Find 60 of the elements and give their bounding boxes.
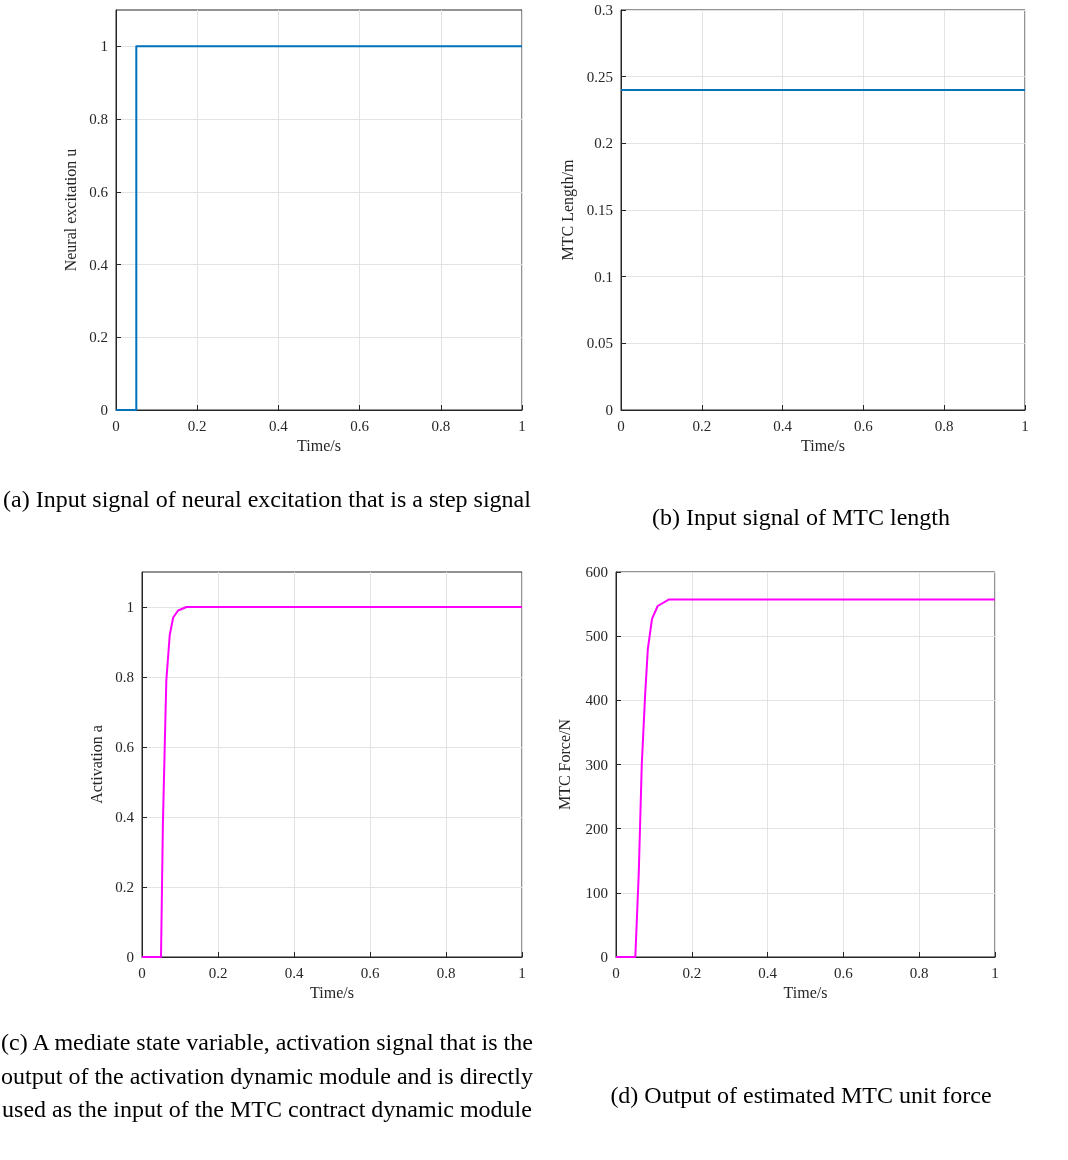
y-tick-label: 0.2: [594, 135, 613, 152]
y-axis-title: MTC Length/m: [559, 159, 578, 261]
y-tick-label: 0: [605, 402, 613, 418]
y-axis-title: Neural excitation u: [61, 148, 79, 272]
x-tick-label: 0.2: [682, 964, 702, 981]
x-tick-label: 0.4: [269, 417, 289, 434]
y-tick-label: 100: [585, 884, 608, 901]
y-tick-label: 0: [100, 402, 108, 418]
x-tick-label: 0: [138, 964, 146, 981]
y-tick-label: 0.05: [586, 335, 613, 352]
y-tick-label: 0.4: [115, 809, 135, 825]
text: (a) Input signal of neural excitation that is a step signal: [2, 485, 532, 514]
text: (c) A mediate state variable, activation signal that is the output of the activation dynamic module and is directly used as the input of the MTC contract dynamic module: [1, 1028, 533, 1124]
x-tick-label: 0.2: [692, 417, 712, 434]
y-tick-label: 500: [585, 628, 608, 645]
x-tick-label: 1: [518, 417, 526, 434]
x-tick-label: 0.6: [350, 417, 370, 434]
y-tick-label: 1: [126, 599, 134, 615]
y-tick-label: 200: [585, 820, 608, 837]
y-tick-label: 0.2: [115, 879, 134, 895]
y-tick-label: 600: [585, 564, 608, 580]
y-tick-label: 0.6: [89, 183, 109, 200]
x-tick-label: 1: [1021, 417, 1029, 434]
y-tick-label: 0.2: [89, 329, 108, 346]
x-tick-label: 0.2: [187, 417, 207, 434]
x-tick-label: 0.6: [834, 964, 854, 981]
y-tick-label: 0.8: [115, 669, 134, 685]
x-tick-label: 1: [991, 964, 999, 981]
x-tick-label: 1: [518, 964, 526, 981]
x-axis-title: Time/s: [801, 437, 845, 455]
y-tick-label: 300: [585, 756, 608, 773]
y-tick-label: 0.1: [594, 268, 613, 285]
y-tick-label: 1: [100, 38, 108, 55]
x-axis-title: Time/s: [310, 984, 354, 1002]
y-tick-label: 0.15: [586, 202, 613, 218]
x-tick-label: 0.8: [436, 964, 456, 981]
y-tick-label: 0: [126, 949, 134, 965]
x-tick-label: 0.8: [909, 964, 929, 981]
y-axis-title: MTC Force/N: [555, 718, 573, 811]
y-tick-label: 0.8: [89, 111, 108, 128]
x-axis-title: Time/s: [297, 437, 341, 455]
x-axis-title: Time/s: [783, 984, 828, 1002]
x-tick-label: 0.6: [360, 964, 380, 981]
x-tick-label: 0: [617, 417, 625, 434]
y-tick-label: 0: [600, 949, 608, 965]
x-tick-label: 0.4: [284, 964, 304, 981]
x-tick-label: 0.4: [773, 417, 793, 434]
x-tick-label: 0.8: [431, 417, 451, 434]
text: (d) Output of estimated MTC unit force: [609, 1081, 993, 1110]
y-tick-label: 0.25: [586, 68, 613, 85]
x-tick-label: 0.2: [208, 964, 228, 981]
x-tick-label: 0.8: [934, 417, 954, 434]
y-axis-title: Activation a: [87, 725, 105, 804]
x-tick-label: 0.6: [854, 417, 874, 434]
y-tick-label: 0.6: [115, 739, 135, 755]
y-tick-label: 0.4: [89, 256, 109, 273]
x-tick-label: 0.4: [758, 964, 778, 981]
y-tick-label: 400: [585, 692, 608, 709]
text: (b) Input signal of MTC length: [651, 503, 951, 532]
y-tick-label: 0.3: [594, 2, 613, 18]
